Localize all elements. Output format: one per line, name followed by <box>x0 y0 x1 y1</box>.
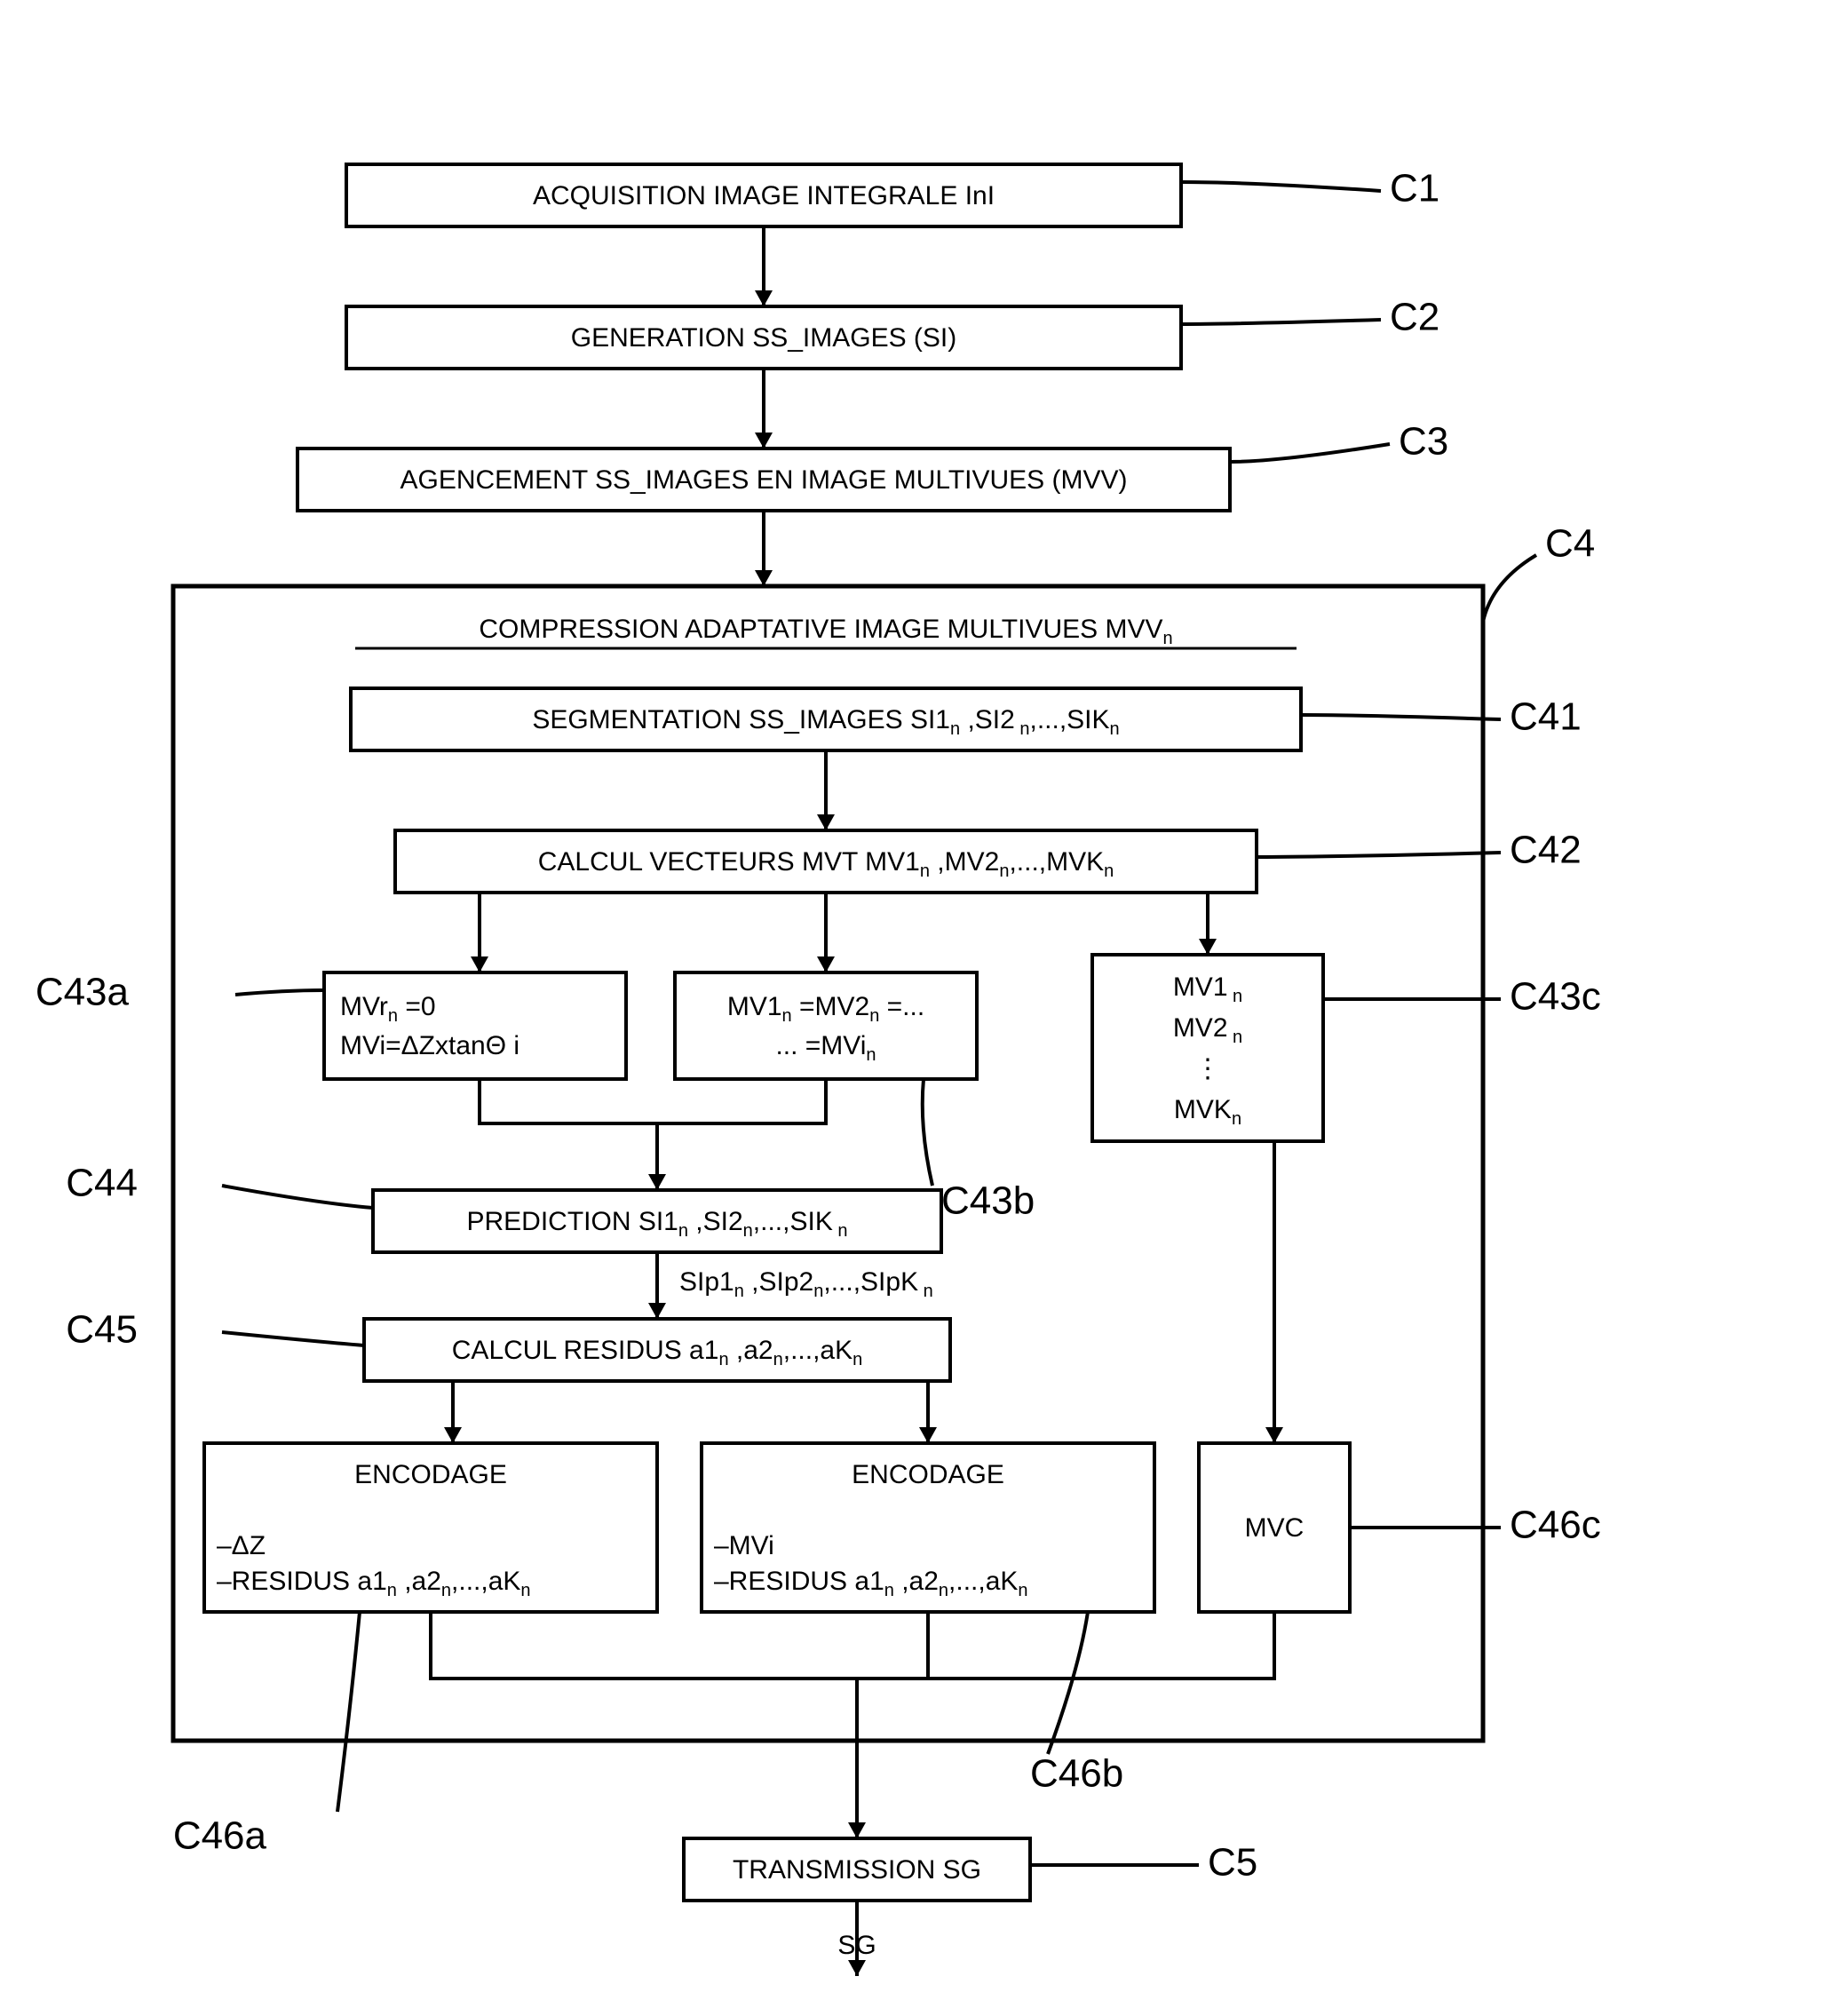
callout-C43b: C43b <box>941 1179 1035 1223</box>
callout-C5: C5 <box>1208 1841 1257 1885</box>
svg-text:SEGMENTATION SS_IMAGES SI1n ,S: SEGMENTATION SS_IMAGES SI1n ,SI2 n,...,S… <box>532 705 1119 739</box>
leader-line <box>1257 853 1501 857</box>
svg-text:GENERATION SS_IMAGES (SI): GENERATION SS_IMAGES (SI) <box>571 323 957 353</box>
callout-C45: C45 <box>66 1308 138 1352</box>
c44-box: PREDICTION SI1n ,SI2n,...,SIK n <box>373 1190 941 1252</box>
c43b-box: MV1n =MV2n =... ... =MVin <box>675 972 977 1079</box>
callout-C41: C41 <box>1510 695 1582 739</box>
c44-output-label: SIp1n ,SIp2n,...,SIpK n <box>679 1267 933 1301</box>
svg-text:PREDICTION SI1n ,SI2n,...,SIK: PREDICTION SI1n ,SI2n,...,SIK n <box>466 1207 847 1241</box>
callout-C4: C4 <box>1545 522 1595 566</box>
leader-line <box>1181 320 1381 324</box>
svg-text:ENCODAGE: ENCODAGE <box>354 1460 507 1489</box>
svg-text:ENCODAGE: ENCODAGE <box>852 1460 1004 1489</box>
flow-arrow <box>857 1612 1274 1679</box>
c2-box: GENERATION SS_IMAGES (SI) <box>346 306 1181 369</box>
c46c-box: MVC <box>1199 1443 1350 1612</box>
callout-C2: C2 <box>1390 296 1439 339</box>
svg-text:TRANSMISSION SG: TRANSMISSION SG <box>733 1855 981 1885</box>
callout-C43c: C43c <box>1510 975 1601 1019</box>
c45-box: CALCUL RESIDUS a1n ,a2n,...,aKn <box>364 1319 950 1381</box>
svg-text:–MVi: –MVi <box>714 1531 774 1560</box>
svg-text:–ΔZ: –ΔZ <box>217 1531 266 1560</box>
callout-C46a: C46a <box>173 1814 267 1858</box>
svg-text:–RESIDUS a1n ,a2n,...,aKn: –RESIDUS a1n ,a2n,...,aKn <box>217 1567 531 1600</box>
callout-C42: C42 <box>1510 829 1582 872</box>
flow-arrow <box>431 1612 857 1679</box>
callout-C44: C44 <box>66 1162 138 1205</box>
svg-text:MVrn =0: MVrn =0 <box>340 992 436 1026</box>
leader-line <box>1048 1612 1088 1754</box>
c42-box: CALCUL VECTEURS MVT MV1n ,MV2n,...,MVKn <box>395 830 1257 893</box>
callout-C46b: C46b <box>1030 1752 1123 1796</box>
c1-box: ACQUISITION IMAGE INTEGRALE InI <box>346 164 1181 226</box>
svg-text:CALCUL RESIDUS a1n ,a2n,...,aK: CALCUL RESIDUS a1n ,a2n,...,aKn <box>452 1336 862 1369</box>
svg-text:⋮: ⋮ <box>1194 1054 1221 1083</box>
leader-line <box>235 990 324 995</box>
svg-text:MVC: MVC <box>1245 1513 1305 1543</box>
svg-text:CALCUL VECTEURS MVT MV1n ,MV2n: CALCUL VECTEURS MVT MV1n ,MV2n,...,MVKn <box>538 847 1114 881</box>
callout-C1: C1 <box>1390 167 1439 210</box>
leader-line <box>1230 444 1390 462</box>
c41-box: SEGMENTATION SS_IMAGES SI1n ,SI2 n,...,S… <box>351 688 1301 750</box>
leader-line <box>923 1079 932 1186</box>
callout-C46c: C46c <box>1510 1504 1601 1547</box>
svg-text:MVKn: MVKn <box>1174 1095 1241 1129</box>
leader-line <box>1483 555 1536 622</box>
svg-text:–RESIDUS a1n ,a2n,...,aKn: –RESIDUS a1n ,a2n,...,aKn <box>714 1567 1028 1600</box>
svg-text:ACQUISITION IMAGE INTEGRALE In: ACQUISITION IMAGE INTEGRALE InI <box>533 181 995 210</box>
c5-box: TRANSMISSION SG <box>684 1838 1030 1901</box>
svg-text:AGENCEMENT SS_IMAGES EN IMAGE: AGENCEMENT SS_IMAGES EN IMAGE MULTIVUES … <box>400 465 1127 495</box>
flow-arrow <box>657 1079 826 1123</box>
leader-line <box>1301 715 1501 719</box>
leader-line <box>222 1332 364 1345</box>
leader-line <box>1181 182 1381 191</box>
callout-C3: C3 <box>1399 420 1448 464</box>
svg-text:... =MVin: ... =MVin <box>775 1031 876 1065</box>
svg-text:COMPRESSION ADAPTATIVE IMAGE M: COMPRESSION ADAPTATIVE IMAGE MULTIVUES M… <box>479 615 1172 648</box>
flow-arrow <box>480 1079 657 1190</box>
callout-C43a: C43a <box>36 971 130 1014</box>
svg-text:MV1n =MV2n =...: MV1n =MV2n =... <box>727 992 924 1026</box>
leader-line <box>337 1612 360 1812</box>
c3-box: AGENCEMENT SS_IMAGES EN IMAGE MULTIVUES … <box>297 448 1230 511</box>
c43a-box: MVrn =0 MVi=ΔZxtanΘ i <box>324 972 626 1079</box>
c43c-box: MV1 nMV2 n⋮MVKn <box>1092 955 1323 1141</box>
svg-text:MVi=ΔZxtanΘ i: MVi=ΔZxtanΘ i <box>340 1031 519 1060</box>
leader-line <box>222 1186 373 1208</box>
